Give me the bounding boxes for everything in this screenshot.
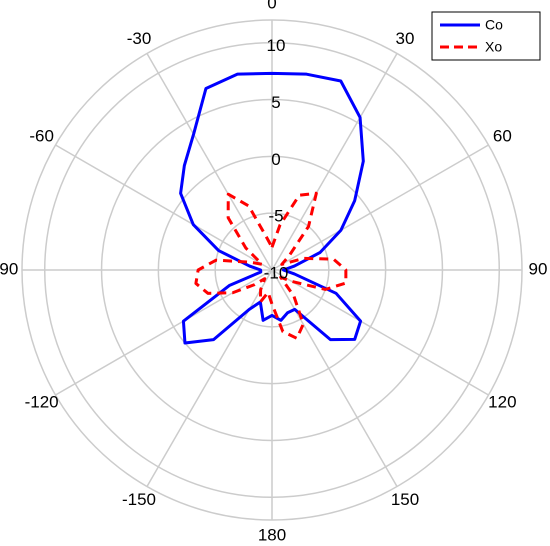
- spoke: [146, 53, 273, 271]
- spoke: [271, 269, 489, 396]
- grid-ring: [100, 98, 444, 442]
- theta-tick-label: -90: [0, 259, 18, 278]
- theta-tick-label: -60: [29, 126, 54, 145]
- theta-tick-label: 0: [267, 0, 276, 12]
- r-tick-label: 0: [271, 150, 280, 169]
- grid-ring: [157, 155, 387, 385]
- theta-tick-label: 120: [488, 392, 516, 411]
- theta-tick-label: 30: [396, 29, 415, 48]
- spoke: [271, 144, 489, 271]
- legend-label: Co: [485, 17, 503, 33]
- grid-ring: [43, 41, 501, 499]
- theta-tick-label: 60: [493, 126, 512, 145]
- legend: Co Xo: [431, 11, 541, 61]
- r-tick-label: -10: [264, 263, 289, 282]
- theta-tick-label: -30: [127, 29, 152, 48]
- series-line: [179, 71, 365, 345]
- spoke: [55, 144, 273, 271]
- grid-ring: [214, 212, 330, 328]
- theta-tick-label: 180: [258, 525, 286, 544]
- r-tick-label: 5: [271, 93, 280, 112]
- theta-tick-label: 90: [529, 259, 548, 278]
- theta-tick-label: -150: [122, 490, 156, 509]
- legend-box: [431, 11, 541, 61]
- spoke: [271, 53, 398, 271]
- spoke: [271, 269, 398, 487]
- legend-label: Xo: [485, 39, 502, 55]
- r-tick-label: 10: [267, 36, 286, 55]
- spoke: [146, 269, 273, 487]
- r-tick-label: -5: [268, 207, 283, 226]
- theta-tick-label: 150: [391, 490, 419, 509]
- series-line: [194, 191, 348, 340]
- theta-tick-label: -120: [25, 392, 59, 411]
